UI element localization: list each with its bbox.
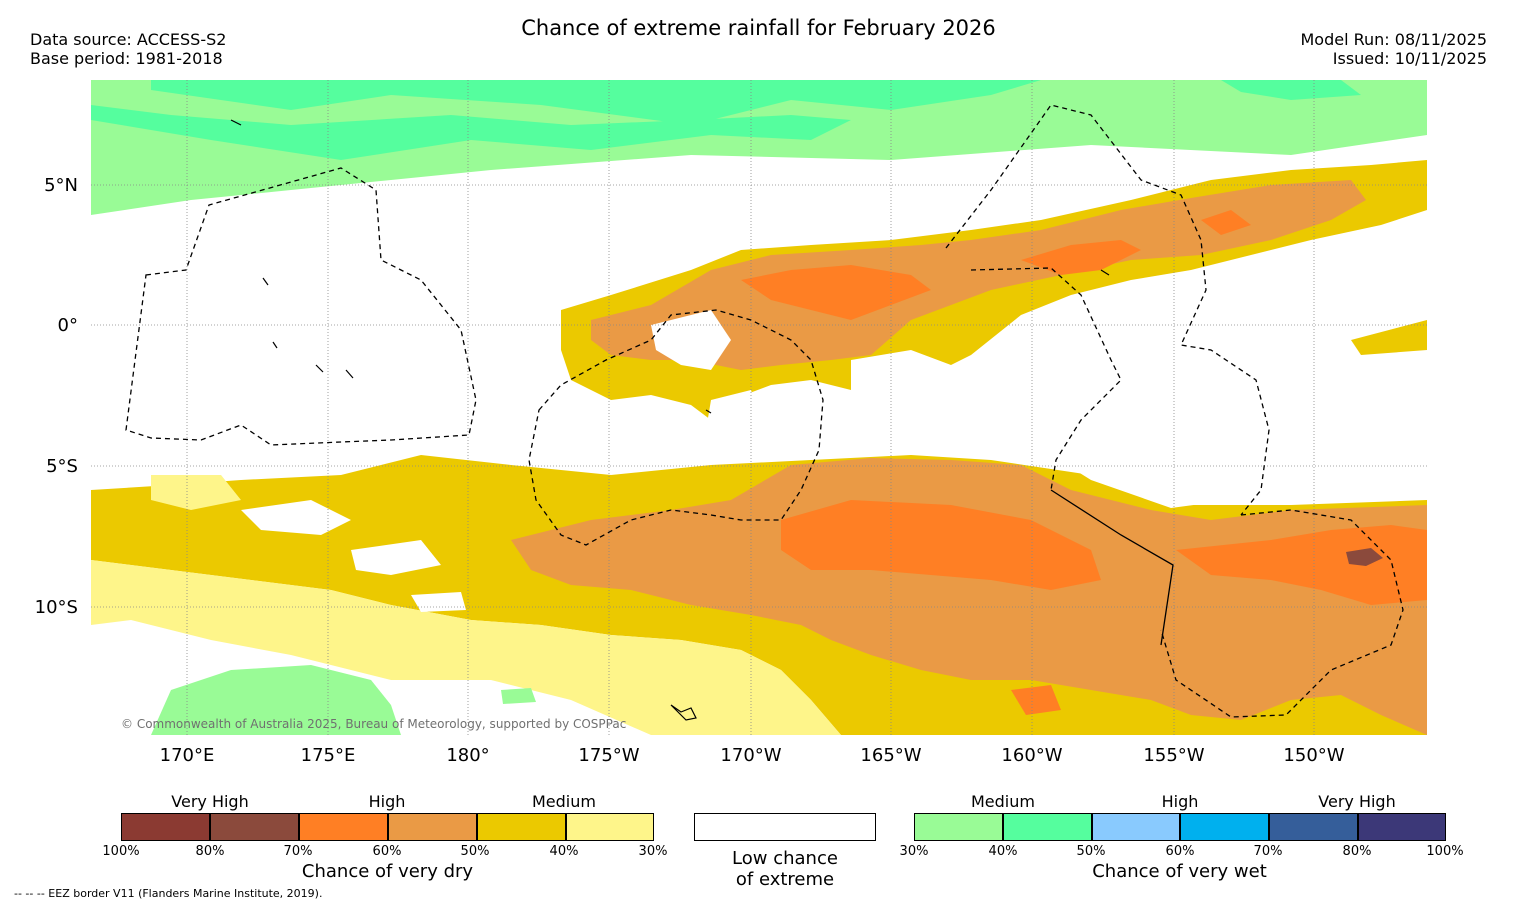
wet-cat-high: High bbox=[1161, 792, 1199, 811]
map-svg: © Commonwealth of Australia 2025, Bureau… bbox=[91, 80, 1427, 735]
map-title: Chance of extreme rainfall for February … bbox=[521, 16, 996, 40]
issued-date: Issued: 10/11/2025 bbox=[1332, 49, 1487, 68]
run-info: Model Run: 08/11/2025 Issued: 10/11/2025 bbox=[1301, 30, 1488, 68]
dry-tick-1: 80% bbox=[195, 844, 225, 859]
dry-cat-very-high: Very High bbox=[171, 792, 249, 811]
lon-label-180: 180° bbox=[446, 745, 490, 766]
dry-patch-very-high bbox=[1346, 548, 1383, 566]
dry-patch-south-2 bbox=[1176, 525, 1427, 605]
neutral-label: Low chance of extreme bbox=[694, 848, 876, 890]
lat-label-10s: 10°S bbox=[34, 597, 78, 618]
lon-label-150w: 150°W bbox=[1283, 745, 1345, 766]
dry-tick-4: 50% bbox=[460, 844, 490, 859]
credit-text: © Commonwealth of Australia 2025, Bureau… bbox=[121, 717, 626, 731]
wet-tick-0: 30% bbox=[899, 844, 929, 859]
lon-label-175e: 175°E bbox=[300, 745, 356, 766]
dry-tick-6: 30% bbox=[638, 844, 668, 859]
wet-tick-4: 70% bbox=[1253, 844, 1283, 859]
lon-label-175w: 175°W bbox=[578, 745, 640, 766]
neutral-hole-south-2 bbox=[241, 500, 351, 535]
dry-tick-3: 60% bbox=[372, 844, 402, 859]
lon-label-165w: 165°W bbox=[860, 745, 922, 766]
wet-swatch-70-80 bbox=[1269, 813, 1358, 841]
dry-tick-5: 40% bbox=[549, 844, 579, 859]
wet-swatch-40-50 bbox=[1003, 813, 1092, 841]
wet-swatch-30-40 bbox=[914, 813, 1003, 841]
wet-patch-south-2 bbox=[501, 688, 536, 704]
lon-label-160w: 160°W bbox=[1001, 745, 1063, 766]
eez-footnote: -- -- -- EEZ border V11 (Flanders Marine… bbox=[14, 887, 323, 900]
dry-swatch-100-80 bbox=[121, 813, 210, 841]
neutral-hole-3 bbox=[706, 390, 761, 445]
eez-borders bbox=[125, 104, 1404, 718]
islands bbox=[230, 119, 1110, 721]
dry-cat-medium: Medium bbox=[532, 792, 596, 811]
wet-swatch-60-70 bbox=[1180, 813, 1269, 841]
dry-band-south-pale-1 bbox=[91, 560, 841, 735]
lon-label-170w: 170°W bbox=[720, 745, 782, 766]
dry-swatch-40-30 bbox=[566, 813, 654, 841]
wet-tick-1: 40% bbox=[988, 844, 1018, 859]
dry-patch-north-2 bbox=[1021, 240, 1141, 275]
dry-patch-south-1 bbox=[781, 500, 1101, 590]
dry-band-north-orange bbox=[591, 180, 1366, 370]
dry-patch-north-3 bbox=[1201, 210, 1251, 235]
eez-line-islands bbox=[970, 267, 1122, 491]
wet-band-medium-ne bbox=[1221, 80, 1361, 100]
wet-band-medium-north bbox=[91, 80, 1041, 160]
dry-tick-2: 70% bbox=[283, 844, 313, 859]
boundary-line bbox=[1050, 489, 1174, 646]
wet-patch-south-1 bbox=[151, 665, 401, 735]
lon-label-170e: 170°E bbox=[159, 745, 215, 766]
dry-band-ne-cut bbox=[1351, 320, 1427, 355]
source-info: Data source: ACCESS-S2 Base period: 1981… bbox=[30, 30, 226, 68]
wet-tick-5: 80% bbox=[1342, 844, 1372, 859]
model-run: Model Run: 08/11/2025 bbox=[1300, 30, 1488, 49]
data-source: Data source: ACCESS-S2 bbox=[30, 30, 227, 49]
wet-band-light-north bbox=[91, 80, 1427, 215]
lat-label-5s: 5°S bbox=[46, 456, 78, 477]
dry-swatch-80-70 bbox=[210, 813, 299, 841]
dry-patch-north-1 bbox=[741, 265, 931, 320]
dry-colorbar bbox=[121, 813, 654, 841]
dry-swatch-50-40 bbox=[477, 813, 566, 841]
dry-cat-high: High bbox=[368, 792, 406, 811]
wet-legend-title: Chance of very wet bbox=[1092, 861, 1267, 882]
eez-kiribati-phoenix bbox=[528, 309, 824, 546]
eez-kiribati-west bbox=[125, 167, 477, 446]
wet-tick-2: 50% bbox=[1076, 844, 1106, 859]
neutral-label-line1: Low chance bbox=[732, 848, 838, 869]
eez-kiribati-line bbox=[945, 104, 1270, 516]
wet-tick-3: 60% bbox=[1165, 844, 1195, 859]
neutral-hole-2 bbox=[851, 350, 971, 455]
wet-cat-very-high: Very High bbox=[1318, 792, 1396, 811]
lat-label-0: 0° bbox=[57, 315, 78, 336]
lon-label-155w: 155°W bbox=[1143, 745, 1205, 766]
graticule bbox=[91, 80, 1427, 735]
neutral-label-line2: of extreme bbox=[735, 869, 835, 890]
dry-patch-south-3 bbox=[1011, 685, 1061, 715]
neutral-hole-south-4 bbox=[411, 592, 466, 612]
wet-tick-6: 100% bbox=[1426, 844, 1464, 859]
wet-swatch-80-100 bbox=[1358, 813, 1446, 841]
lat-label-5n: 5°N bbox=[44, 175, 78, 196]
neutral-hole-south-3 bbox=[351, 540, 441, 575]
dry-swatch-70-60 bbox=[299, 813, 388, 841]
dry-band-south-pale-2 bbox=[151, 475, 241, 510]
dry-tick-0: 100% bbox=[102, 844, 140, 859]
dry-swatch-60-50 bbox=[388, 813, 477, 841]
dry-legend-title: Chance of very dry bbox=[301, 861, 474, 882]
eez-cook-islands bbox=[1160, 509, 1404, 718]
dry-band-south-orange bbox=[511, 458, 1427, 735]
wet-swatch-50-60 bbox=[1092, 813, 1180, 841]
neutral-swatch bbox=[694, 813, 876, 841]
wet-colorbar bbox=[914, 813, 1446, 841]
base-period: Base period: 1981-2018 bbox=[30, 49, 223, 68]
rainfall-map: © Commonwealth of Australia 2025, Bureau… bbox=[91, 80, 1427, 735]
wet-cat-medium: Medium bbox=[971, 792, 1035, 811]
